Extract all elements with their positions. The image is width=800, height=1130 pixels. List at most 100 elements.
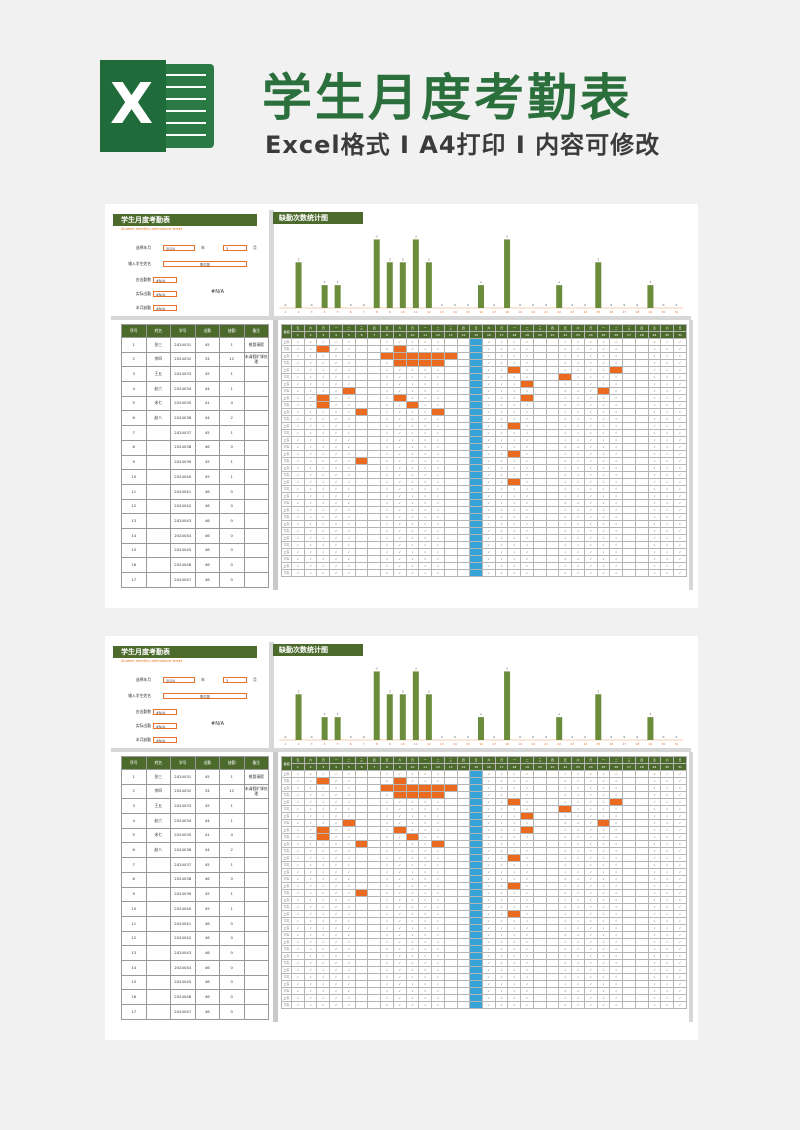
attendance-cell[interactable] bbox=[532, 777, 547, 785]
attendance-cell[interactable]: √ bbox=[431, 798, 445, 806]
attendance-cell[interactable] bbox=[443, 506, 458, 514]
attendance-cell[interactable]: √ bbox=[596, 917, 611, 925]
attendance-cell[interactable]: √ bbox=[520, 569, 534, 577]
attendance-cell[interactable]: √ bbox=[583, 973, 598, 981]
attendance-cell[interactable]: √ bbox=[392, 527, 407, 535]
student-cell[interactable]: 34 bbox=[194, 351, 220, 368]
attendance-cell[interactable]: √ bbox=[673, 868, 687, 876]
attendance-cell[interactable] bbox=[532, 562, 547, 570]
attendance-cell[interactable]: √ bbox=[673, 973, 687, 981]
attendance-cell[interactable]: √ bbox=[431, 770, 445, 778]
student-cell[interactable]: 1 bbox=[219, 381, 245, 397]
attendance-cell[interactable]: √ bbox=[418, 861, 433, 869]
attendance-cell[interactable]: √ bbox=[329, 457, 343, 465]
attendance-cell[interactable] bbox=[545, 945, 560, 953]
attendance-cell[interactable]: √ bbox=[507, 499, 522, 507]
attendance-cell[interactable]: √ bbox=[418, 945, 433, 953]
attendance-cell[interactable]: √ bbox=[291, 513, 305, 521]
attendance-cell[interactable]: √ bbox=[316, 436, 331, 444]
attendance-cell[interactable] bbox=[367, 931, 382, 939]
attendance-cell[interactable]: √ bbox=[291, 506, 305, 514]
attendance-cell[interactable]: √ bbox=[660, 548, 675, 556]
student-name-field[interactable]: 李中凯 bbox=[163, 693, 247, 699]
attendance-cell[interactable]: √ bbox=[482, 910, 496, 918]
attendance-cell[interactable]: √ bbox=[609, 917, 624, 925]
attendance-cell[interactable] bbox=[443, 387, 458, 395]
attendance-cell[interactable]: √ bbox=[405, 527, 420, 535]
attendance-cell[interactable] bbox=[634, 980, 649, 988]
attendance-cell[interactable]: √ bbox=[405, 436, 420, 444]
attendance-cell[interactable] bbox=[456, 485, 471, 493]
student-cell[interactable]: 2024039 bbox=[170, 886, 196, 903]
attendance-cell[interactable]: √ bbox=[303, 896, 318, 904]
attendance-cell[interactable]: √ bbox=[647, 422, 662, 430]
attendance-cell[interactable]: √ bbox=[520, 352, 534, 360]
student-cell[interactable]: 0 bbox=[219, 930, 245, 947]
attendance-cell[interactable]: √ bbox=[380, 548, 394, 556]
attendance-cell[interactable]: √ bbox=[291, 345, 305, 353]
attendance-cell[interactable] bbox=[354, 882, 369, 890]
attendance-cell[interactable]: √ bbox=[329, 464, 343, 472]
attendance-cell[interactable] bbox=[456, 840, 471, 848]
attendance-cell[interactable]: √ bbox=[329, 952, 343, 960]
attendance-cell[interactable] bbox=[354, 506, 369, 514]
student-cell[interactable]: 2024041 bbox=[170, 915, 196, 932]
attendance-cell[interactable] bbox=[545, 345, 560, 353]
attendance-cell[interactable]: √ bbox=[341, 506, 356, 514]
attendance-cell[interactable]: √ bbox=[660, 812, 675, 820]
attendance-cell[interactable]: √ bbox=[596, 847, 611, 855]
attendance-cell[interactable] bbox=[622, 966, 636, 974]
attendance-cell[interactable]: √ bbox=[571, 562, 585, 570]
attendance-cell[interactable]: √ bbox=[380, 812, 394, 820]
attendance-cell[interactable]: √ bbox=[380, 450, 394, 458]
attendance-cell[interactable] bbox=[545, 436, 560, 444]
attendance-cell[interactable] bbox=[622, 366, 636, 374]
attendance-cell[interactable] bbox=[634, 562, 649, 570]
attendance-cell[interactable] bbox=[367, 980, 382, 988]
attendance-cell[interactable]: √ bbox=[494, 345, 509, 353]
attendance-cell[interactable]: √ bbox=[558, 387, 573, 395]
attendance-cell[interactable]: √ bbox=[431, 959, 445, 967]
attendance-cell[interactable]: √ bbox=[507, 812, 522, 820]
attendance-cell[interactable]: √ bbox=[431, 499, 445, 507]
attendance-cell[interactable]: √ bbox=[405, 931, 420, 939]
student-cell[interactable]: 0 bbox=[219, 439, 245, 456]
attendance-cell[interactable]: √ bbox=[673, 527, 687, 535]
attendance-cell[interactable]: √ bbox=[329, 534, 343, 542]
attendance-cell[interactable]: √ bbox=[316, 464, 331, 472]
attendance-cell[interactable]: √ bbox=[494, 408, 509, 416]
attendance-cell[interactable] bbox=[354, 910, 369, 918]
attendance-cell[interactable] bbox=[354, 408, 369, 416]
attendance-cell[interactable]: √ bbox=[673, 373, 687, 381]
attendance-cell[interactable]: √ bbox=[418, 889, 433, 897]
attendance-cell[interactable]: √ bbox=[673, 352, 687, 360]
student-cell[interactable]: 0 bbox=[219, 959, 245, 976]
attendance-cell[interactable]: √ bbox=[329, 896, 343, 904]
attendance-cell[interactable] bbox=[431, 840, 445, 848]
attendance-cell[interactable]: √ bbox=[571, 777, 585, 785]
attendance-cell[interactable]: √ bbox=[596, 450, 611, 458]
attendance-cell[interactable]: √ bbox=[660, 485, 675, 493]
attendance-cell[interactable]: √ bbox=[494, 910, 509, 918]
attendance-cell[interactable] bbox=[354, 464, 369, 472]
attendance-cell[interactable]: √ bbox=[405, 345, 420, 353]
attendance-cell[interactable]: √ bbox=[291, 541, 305, 549]
attendance-cell[interactable] bbox=[456, 541, 471, 549]
attendance-cell[interactable] bbox=[545, 366, 560, 374]
attendance-cell[interactable]: √ bbox=[520, 847, 534, 855]
attendance-cell[interactable]: √ bbox=[520, 910, 534, 918]
attendance-cell[interactable]: √ bbox=[609, 471, 624, 479]
attendance-cell[interactable]: √ bbox=[482, 791, 496, 799]
attendance-cell[interactable] bbox=[545, 478, 560, 486]
attendance-cell[interactable] bbox=[456, 959, 471, 967]
attendance-cell[interactable]: √ bbox=[329, 520, 343, 528]
attendance-cell[interactable]: √ bbox=[609, 569, 624, 577]
attendance-cell[interactable]: √ bbox=[494, 931, 509, 939]
attendance-cell[interactable]: √ bbox=[303, 548, 318, 556]
attendance-cell[interactable]: √ bbox=[507, 924, 522, 932]
attendance-cell[interactable] bbox=[532, 415, 547, 423]
attendance-cell[interactable]: √ bbox=[316, 373, 331, 381]
attendance-cell[interactable]: √ bbox=[596, 485, 611, 493]
attendance-cell[interactable]: √ bbox=[316, 917, 331, 925]
attendance-cell[interactable] bbox=[367, 506, 382, 514]
